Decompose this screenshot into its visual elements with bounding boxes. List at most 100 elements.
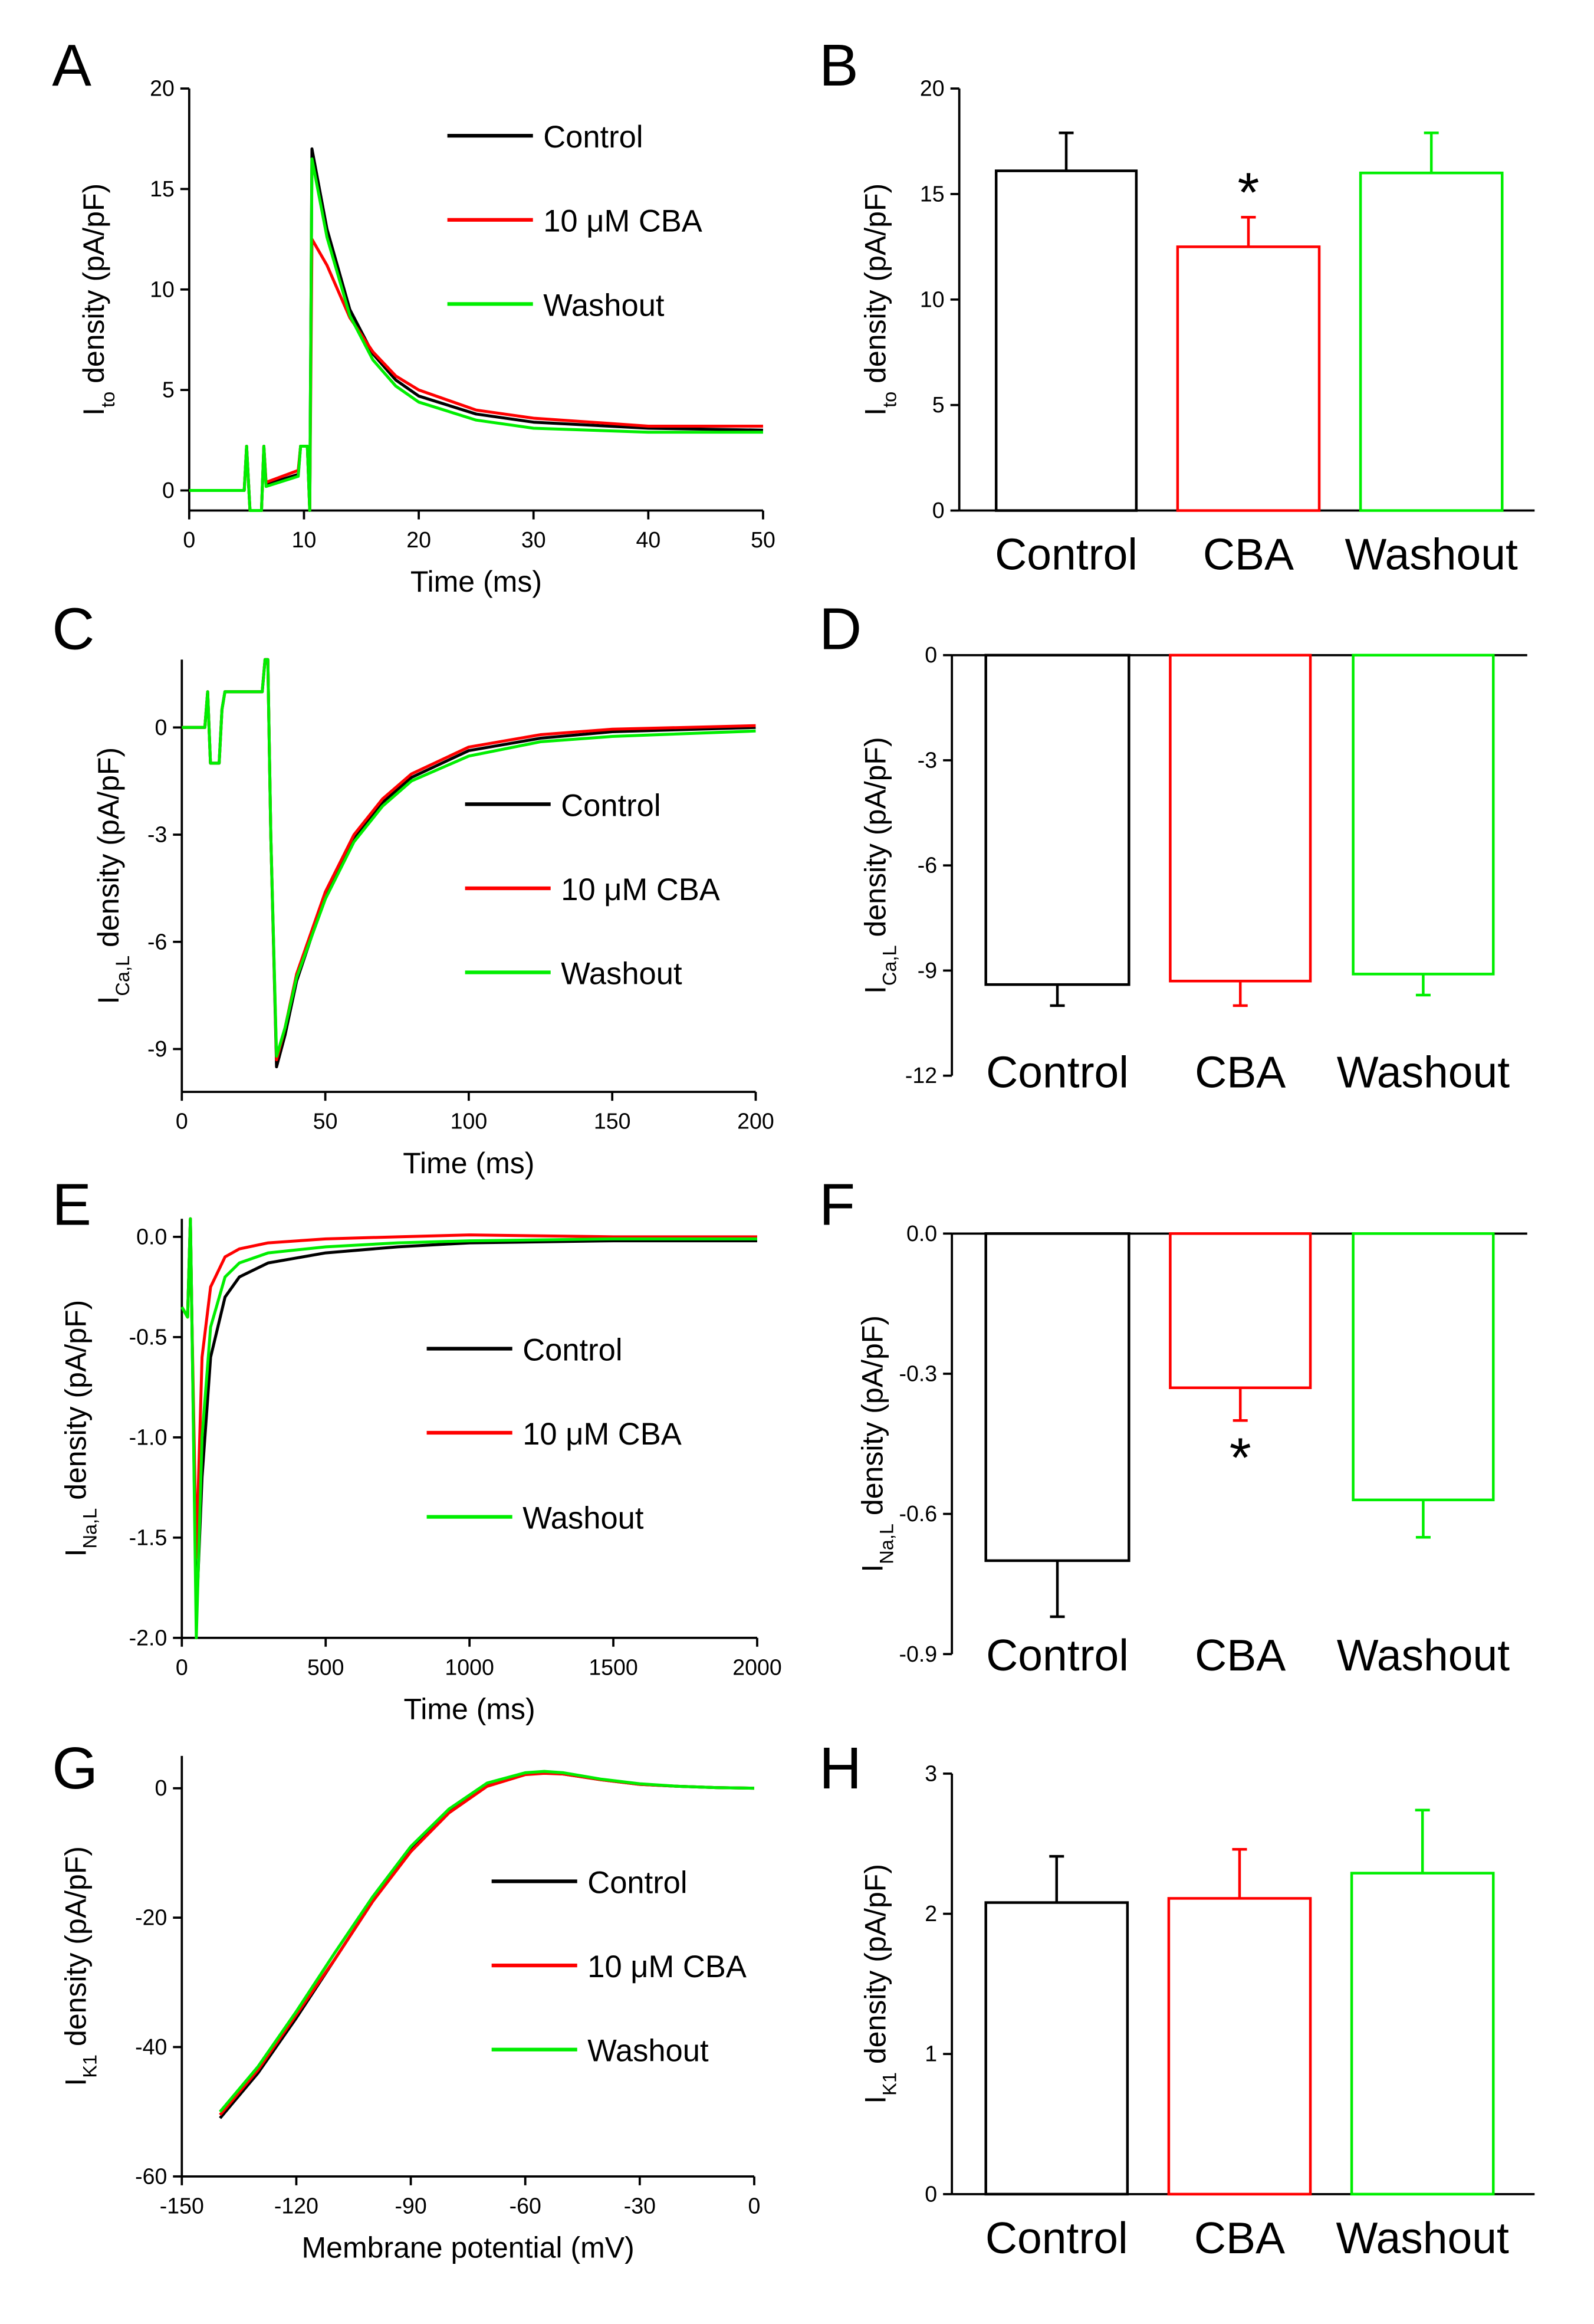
x-tick-label: 2000 [732,1655,781,1679]
y-tick-label: -0.9 [899,1642,937,1666]
y-axis-label: IK1 density (pA/pF) [60,1846,101,2086]
y-tick-label: -40 [135,2034,167,2059]
y-label-main: I [859,2096,892,2104]
legend-label: Washout [522,1501,644,1536]
legend-label: Washout [543,288,665,323]
panel-H: H 0 1 2 3 IK1 density (pA/pF) Control CBA Washou… [819,1735,1535,2263]
x-tick-label: 100 [451,1109,488,1134]
x-tick-label: 1500 [589,1655,637,1679]
y-tick-label: -20 [135,1905,167,1930]
y-tick-label: 5 [162,378,175,402]
panel-label: G [52,1735,98,1801]
panel-label: D [819,596,862,662]
x-tick-label: 40 [636,527,660,552]
x-axis-label: Time (ms) [410,565,542,598]
x-tick-label: -90 [395,2193,426,2218]
panel-label: C [52,596,94,662]
x-tick-label: 30 [521,527,546,552]
category-label: Control [986,1048,1129,1097]
y-tick-label: 15 [920,181,945,206]
legend-label: Control [561,788,660,823]
y-label-rest: density (pA/pF) [77,183,110,392]
legend-label: 10 μM CBA [543,204,702,239]
panel-label: F [819,1171,855,1238]
x-tick-label: -60 [510,2193,541,2218]
y-label-rest: density (pA/pF) [859,183,892,392]
y-label-sub: K1 [879,2072,900,2096]
y-tick-label: -3 [147,822,167,847]
x-tick-label: 50 [751,527,775,552]
panel-D: D 0 -3 -6 -9 -12 ICa,L density (pA/pF) Control C… [819,596,1527,1097]
y-tick-label: 10 [920,287,945,311]
legend-label: Control [587,1866,687,1900]
bar-cba [1169,654,1312,983]
y-tick-label: 2 [925,1901,937,1926]
category-label: Washout [1345,530,1518,579]
legend-label: Control [522,1332,622,1367]
significance-marker: * [1230,1426,1251,1489]
legend-label: 10 μM CBA [587,1949,747,1984]
legend-label: 10 μM CBA [522,1417,682,1452]
y-tick-label: -6 [147,929,167,954]
bar-cba [1169,1232,1312,1389]
y-tick-label: 0 [932,498,945,523]
x-tick-label: 150 [594,1109,631,1134]
x-tick-label: 0 [176,1109,188,1134]
y-tick-label: 0 [925,2181,937,2206]
y-label-rest: density (pA/pF) [859,1864,892,2072]
x-tick-label: 20 [406,527,431,552]
bar-control [984,654,1130,986]
y-tick-label: -9 [918,958,937,983]
trace-cba [180,1217,757,1560]
y-axis-label: IK1 density (pA/pF) [859,1864,900,2104]
y-label-rest: density (pA/pF) [92,747,125,956]
y-axis-label: ICa,L density (pA/pF) [92,747,133,1005]
y-tick-label: 5 [932,392,945,417]
panel-G: G 0 -20 -40 -60 IK1 density (pA/pF) -150 -120 -9… [52,1735,760,2264]
y-label-sub: K1 [80,2054,101,2078]
y-label-sub: Na,L [80,1508,101,1549]
y-tick-label: -9 [147,1036,167,1061]
bar-washout [1352,654,1495,976]
legend-label: 10 μM CBA [561,872,720,907]
y-label-main: I [859,408,892,416]
y-tick-label: -1.5 [129,1525,167,1550]
y-label-rest: density (pA/pF) [60,1300,93,1508]
y-tick-label: 0 [155,715,167,740]
y-axis-label: ICa,L density (pA/pF) [859,737,900,994]
x-tick-label: 10 [292,527,317,552]
x-axis-label: Membrane potential (mV) [301,2231,634,2264]
x-axis-label: Time (ms) [403,1147,534,1180]
y-tick-label: 0 [925,642,937,667]
y-label-rest: density (pA/pF) [60,1846,93,2054]
x-tick-label: 0 [183,527,195,552]
x-tick-label: 500 [307,1655,344,1679]
panel-label: H [819,1735,862,1801]
y-tick-label: 3 [925,1761,937,1785]
y-axis-label: INa,L density (pA/pF) [856,1315,898,1573]
category-label: Washout [1336,2213,1509,2263]
y-tick-label: 0 [162,478,175,503]
x-tick-label: -120 [274,2193,318,2218]
y-label-sub: Ca,L [112,956,133,996]
category-label: Control [995,530,1138,579]
y-tick-label: -60 [135,2164,167,2188]
bar-washout [1359,171,1504,512]
panel-C: C 0 -3 -6 -9 ICa,L density (pA/pF) 0 50 100 150 20… [52,596,774,1180]
y-tick-label: 15 [150,176,175,201]
bar-control [994,169,1138,512]
category-label: CBA [1195,1048,1286,1097]
y-label-main: I [856,1564,889,1573]
y-label-main: I [60,2078,93,2086]
panel-F: F 0.0 -0.3 -0.6 -0.9 INa,L density (pA/pF) Con… [819,1171,1527,1680]
y-tick-label: 10 [150,277,175,301]
y-label-main: I [77,408,110,416]
trace-washout [180,1217,757,1640]
y-label-sub: to [97,392,119,408]
panel-B: B 0 5 10 15 20 Ito density (pA/pF) Control CBA * W… [819,32,1535,579]
y-axis-label: INa,L density (pA/pF) [60,1300,101,1557]
y-tick-label: 0.0 [136,1224,167,1249]
trace-control [189,147,764,513]
y-tick-label: 20 [150,76,175,101]
